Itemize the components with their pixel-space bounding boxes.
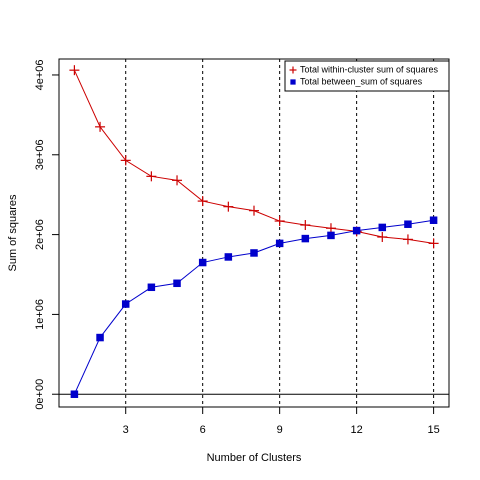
x-tick-label: 15	[427, 424, 439, 436]
legend-box	[284, 60, 450, 92]
legend-marker	[289, 66, 297, 74]
data-point	[377, 231, 388, 242]
data-point	[275, 239, 284, 248]
x-tick-label: 6	[200, 424, 206, 436]
data-point	[274, 216, 285, 227]
data-point	[404, 220, 412, 228]
data-point	[69, 65, 80, 76]
x-tick-label: 3	[123, 424, 129, 436]
data-point	[325, 223, 336, 234]
data-point	[300, 220, 311, 231]
data-point	[301, 234, 310, 243]
data-point	[378, 223, 387, 232]
legend-marker	[290, 79, 296, 85]
data-point	[250, 249, 258, 257]
series-within	[69, 65, 439, 249]
data-point	[249, 205, 259, 216]
data-point	[121, 300, 130, 308]
data-point	[70, 390, 79, 398]
y-tick-label: 1e+06	[34, 299, 46, 330]
series-layer	[69, 65, 439, 398]
y-tick-label: 3e+06	[34, 139, 46, 170]
data-point	[120, 155, 131, 166]
data-point	[428, 238, 439, 249]
data-point	[352, 226, 361, 235]
legend: Total within-cluster sum of squares Tota…	[284, 60, 450, 92]
x-axis-label: Number of Clusters	[207, 452, 302, 464]
x-tick-label: 9	[277, 424, 283, 436]
x-axis: 3 6 9 12 15	[123, 406, 440, 436]
data-point	[173, 279, 181, 288]
legend-marker-within	[289, 66, 297, 74]
data-point	[224, 253, 233, 261]
x-tick-label: 12	[351, 424, 363, 436]
data-point	[429, 216, 438, 224]
legend-label-between: Total between_sum of squares	[300, 76, 423, 86]
data-point	[402, 234, 413, 245]
data-point	[223, 201, 234, 212]
data-point	[96, 333, 104, 342]
y-axis: 0e+00 1e+06 2e+06 3e+06 4e+06	[34, 60, 60, 410]
y-axis-label: Sum of squares	[7, 194, 19, 272]
data-point	[147, 283, 156, 292]
y-tick-label: 0e+00	[34, 379, 46, 410]
data-point	[146, 171, 157, 182]
data-point	[197, 196, 208, 207]
data-point	[95, 121, 106, 132]
data-point	[198, 258, 207, 267]
legend-marker-between	[290, 79, 296, 85]
data-point	[327, 231, 335, 240]
legend-label-within: Total within-cluster sum of squares	[300, 64, 439, 74]
y-tick-label: 4e+06	[34, 60, 46, 91]
y-tick-label: 2e+06	[34, 219, 46, 250]
series-between	[70, 216, 438, 398]
data-point	[172, 175, 183, 186]
